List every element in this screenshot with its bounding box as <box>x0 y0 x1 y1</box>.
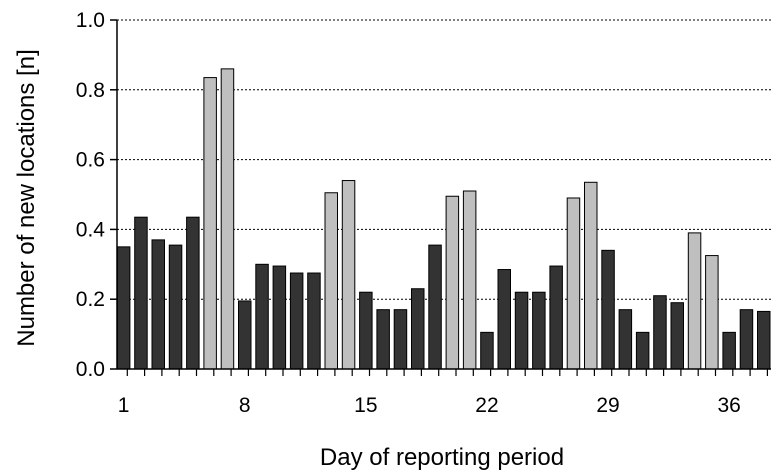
y-tick-label: 0.4 <box>76 218 106 241</box>
y-tick-label: 0.6 <box>76 149 105 172</box>
bar <box>462 190 477 370</box>
bar <box>757 310 771 370</box>
bar <box>705 255 719 370</box>
bar <box>376 309 390 370</box>
bar <box>272 265 287 370</box>
bar <box>289 272 304 370</box>
bar <box>238 300 252 370</box>
y-tick-labels: 0.0 0.2 0.4 0.6 0.8 1.0 <box>76 9 117 381</box>
bar <box>168 244 183 370</box>
x-tick-label: 8 <box>239 394 251 417</box>
x-axis-title: Day of reporting period <box>320 444 564 471</box>
bar <box>584 181 598 370</box>
bar <box>359 291 373 370</box>
axes <box>116 20 771 370</box>
y-tick-label: 0.2 <box>76 288 105 311</box>
y-tick-label: 0.0 <box>76 358 105 381</box>
x-tick-label: 15 <box>354 394 377 417</box>
bar <box>445 195 460 370</box>
x-tick-label: 36 <box>717 394 740 417</box>
bar <box>722 331 736 370</box>
y-tick-label: 0.8 <box>76 79 105 102</box>
bar <box>341 180 356 370</box>
bar <box>653 295 667 370</box>
bar <box>393 309 408 370</box>
bar <box>480 331 494 370</box>
bar <box>601 249 615 370</box>
bar <box>497 269 511 370</box>
bar <box>687 232 702 370</box>
bar <box>411 288 425 370</box>
bar <box>151 239 165 370</box>
bar <box>532 291 546 370</box>
bar <box>670 302 684 370</box>
x-tick-label: 29 <box>596 394 619 417</box>
bar <box>116 246 131 370</box>
bar <box>203 77 217 370</box>
bar <box>635 331 650 370</box>
bars <box>116 68 771 370</box>
bar <box>307 272 321 370</box>
bar <box>566 197 581 370</box>
bar <box>220 68 235 370</box>
bar <box>186 216 200 370</box>
bar <box>514 291 529 370</box>
bar <box>549 265 563 370</box>
x-tick-labels: 1 8 15 22 29 36 <box>118 369 769 417</box>
x-tick-label: 22 <box>475 394 498 417</box>
bar <box>255 263 269 370</box>
bar <box>324 192 338 370</box>
bar <box>739 309 754 370</box>
y-tick-label: 1.0 <box>76 9 105 32</box>
y-axis-title: Number of new locations [n] <box>13 49 40 346</box>
bar <box>134 216 148 370</box>
bar <box>618 309 633 370</box>
x-tick-label: 1 <box>118 394 130 417</box>
bar <box>428 244 442 370</box>
